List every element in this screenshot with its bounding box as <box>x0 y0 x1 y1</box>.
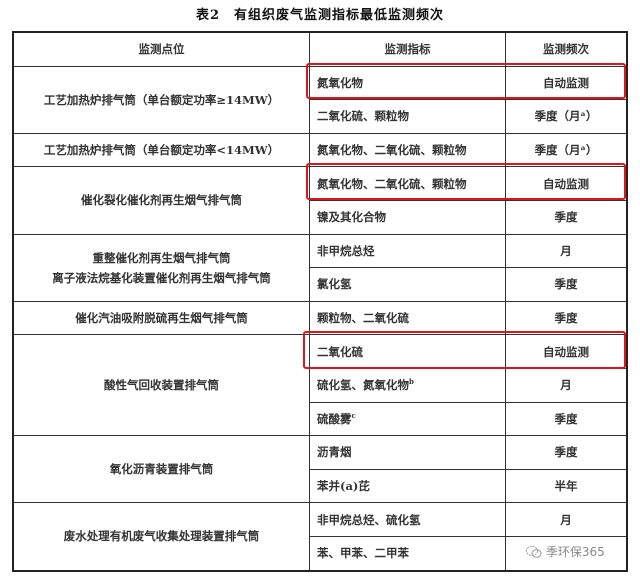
indicator: 二氧化硫 <box>317 344 363 359</box>
frequency-cell: 季度（月ᵃ） <box>505 132 628 168</box>
indicator-cell: 苯、甲苯、二甲苯 <box>309 535 506 572</box>
indicator: 硫化氢、氮氧化物 <box>317 378 409 393</box>
indicator: 非甲烷总烃 <box>317 243 375 258</box>
header-cell: 监测频次 <box>505 31 628 67</box>
highlight-box <box>303 331 626 369</box>
watermark: 季环保365 <box>526 543 605 560</box>
monitoring-point-cell: 酸性气回收装置排气筒 <box>12 334 310 437</box>
monitoring-point: 工艺加热炉排气筒（单台额定功率≥14MW） <box>43 92 280 107</box>
frequency-cell <box>505 535 628 572</box>
indicator-cell: 非甲烷总烃、硫化氢 <box>309 502 506 537</box>
indicator: 氮氧化物 <box>317 75 363 90</box>
monitoring-table: 监测点位 监测指标 监测频次 工艺加热炉排气筒（单台额定功率≥14MW） 氮氧化物… <box>12 31 628 572</box>
indicator-cell: 硫酸雾c <box>309 401 506 437</box>
footnote-mark: c <box>351 411 356 420</box>
header-cell: 监测指标 <box>309 31 506 67</box>
frequency-cell: 季度 <box>505 199 628 235</box>
indicator: 镍及其化合物 <box>317 210 386 225</box>
indicator-cell: 硫化氢、氮氧化物b <box>309 367 506 403</box>
header-row: 监测点位 监测指标 监测频次 <box>12 31 628 67</box>
table-row: 催化裂化催化剂再生烟气排气筒 氮氧化物、二氧化硫、颗粒物 自动监测 <box>12 166 628 235</box>
indicator-cell: 二氧化硫、颗粒物 <box>309 99 506 134</box>
highlight-box <box>306 163 626 200</box>
highlight-box <box>306 63 626 99</box>
indicator: 二氧化硫、颗粒物 <box>317 109 409 124</box>
frequency-cell: 季度（月ᵃ） <box>505 99 628 134</box>
monitoring-point: 工艺加热炉排气筒（单台额定功率<14MW） <box>43 143 280 158</box>
monitoring-point: 催化裂化催化剂再生烟气排气筒 <box>81 193 242 208</box>
monitoring-point-cell: 重整催化剂再生烟气排气筒离子液法烷基化装置催化剂再生烟气排气筒 <box>12 233 310 302</box>
indicator: 沥青烟 <box>317 445 352 460</box>
header-cell: 监测点位 <box>12 31 310 67</box>
indicator-cell: 氮氧化物、二氧化硫、颗粒物 <box>309 166 506 201</box>
monitoring-point-cell: 催化汽油吸附脱硫再生烟气排气筒 <box>12 300 310 336</box>
indicator: 苯并(a)芘 <box>317 479 370 494</box>
frequency-cell: 自动监测 <box>505 334 628 369</box>
table-row: 工艺加热炉排气筒（单台额定功率<14MW） 氮氧化物、二氧化硫、颗粒物 季度（月ᵃ） <box>12 132 628 168</box>
indicator-cell: 镍及其化合物 <box>309 199 506 235</box>
frequency-cell: 季度 <box>505 435 628 470</box>
monitoring-point-cell: 废水处理有机废气收集处理装置排气筒 <box>12 502 310 571</box>
table-row: 废水处理有机废气收集处理装置排气筒 非甲烷总烃、硫化氢 月 <box>12 502 628 571</box>
frequency-cell: 半年 <box>505 468 628 504</box>
indicator-cell: 二氧化硫 <box>309 334 506 369</box>
table-row: 氯化氢 季度 <box>13 267 628 302</box>
footnote-mark: b <box>409 377 414 387</box>
monitoring-point: 废水处理有机废气收集处理装置排气筒 <box>63 529 260 544</box>
indicator: 氯化氢 <box>317 277 352 292</box>
indicator-cell: 氯化氢 <box>309 267 506 302</box>
table-row: 硫酸雾c 季度 <box>13 401 628 437</box>
monitoring-point-cell: 工艺加热炉排气筒（单台额定功率<14MW） <box>12 132 310 168</box>
table-row: 酸性气回收装置排气筒 二氧化硫 自动监测 <box>12 334 628 437</box>
monitoring-point-cell: 氧化沥青装置排气筒 <box>12 435 310 504</box>
table-row: 工艺加热炉排气筒（单台额定功率≥14MW） 氮氧化物 自动监测 <box>12 65 628 134</box>
table-row: 重整催化剂再生烟气排气筒 离子液法烷基化装置催化剂再生烟气排气筒 非甲烷总烃月 <box>12 233 628 302</box>
indicator-cell: 非甲烷总烃 <box>309 233 506 269</box>
table-row: 氧化沥青装置排气筒 沥青烟 季度 <box>12 435 628 504</box>
monitoring-point-cell: 工艺加热炉排气筒（单台额定功率≥14MW） <box>12 65 310 134</box>
table-row: 苯、甲苯、二甲苯 <box>13 535 628 572</box>
table-row: 苯并(a)芘 半年 <box>13 468 628 504</box>
frequency-cell: 季度 <box>505 300 628 336</box>
indicator-cell: 沥青烟 <box>309 435 506 470</box>
frequency-cell: 季度 <box>505 401 628 437</box>
table-row: 镍及其化合物 季度 <box>13 199 628 235</box>
monitoring-point: 离子液法烷基化装置催化剂再生烟气排气筒 <box>52 270 271 285</box>
indicator: 非甲烷总烃、硫化氢 <box>317 512 421 527</box>
frequency-cell: 月 <box>505 502 628 537</box>
monitoring-point-cell: 催化裂化催化剂再生烟气排气筒 <box>12 166 310 235</box>
indicator: 氮氧化物、二氧化硫、颗粒物 <box>317 176 467 191</box>
frequency-cell: 月 <box>505 233 628 269</box>
monitoring-point: 催化汽油吸附脱硫再生烟气排气筒 <box>75 311 248 326</box>
indicator-cell: 颗粒物、二氧化硫 <box>309 300 506 336</box>
indicator: 硫酸雾 <box>317 411 352 426</box>
indicator: 颗粒物、二氧化硫 <box>317 311 409 326</box>
indicator-cell: 苯并(a)芘 <box>309 468 506 504</box>
frequency-cell: 月 <box>505 367 628 403</box>
monitoring-point: 氧化沥青装置排气筒 <box>109 462 214 477</box>
table-row: 硫化氢、氮氧化物b 月 <box>13 367 628 403</box>
watermark-text: 季环保365 <box>545 545 605 559</box>
frequency-cell: 自动监测 <box>505 166 628 201</box>
frequency-cell: 季度 <box>505 267 628 302</box>
indicator-cell: 氮氧化物 <box>309 65 506 101</box>
indicator-cell: 氮氧化物、二氧化硫、颗粒物 <box>309 132 506 168</box>
table-row: 催化汽油吸附脱硫再生烟气排气筒 颗粒物、二氧化硫 季度 <box>12 300 628 336</box>
monitoring-point: 重整催化剂再生烟气排气筒 <box>92 250 231 265</box>
table-row: 二氧化硫、颗粒物 季度（月ᵃ） <box>13 99 628 134</box>
monitoring-point: 酸性气回收装置排气筒 <box>104 378 219 393</box>
table-title: 表2 有组织废气监测指标最低监测频次 <box>195 8 445 23</box>
indicator: 苯、甲苯、二甲苯 <box>317 546 409 561</box>
wechat-icon <box>526 545 542 559</box>
indicator: 氮氧化物、二氧化硫、颗粒物 <box>317 143 467 158</box>
